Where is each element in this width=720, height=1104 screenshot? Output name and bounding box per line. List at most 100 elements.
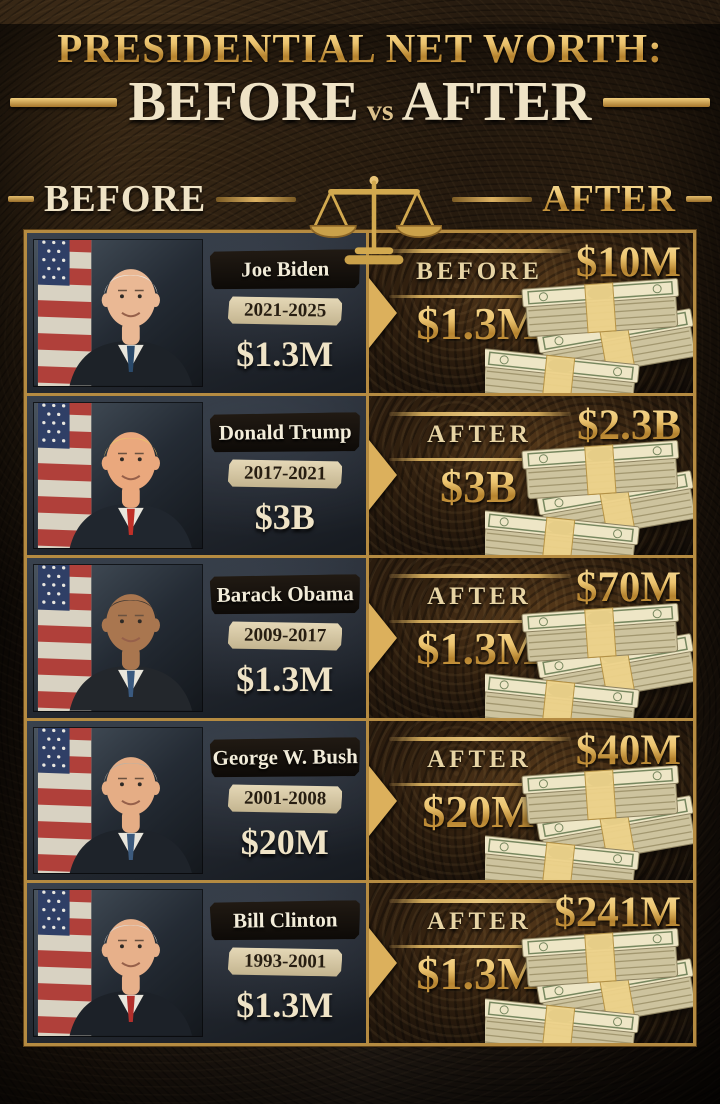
panel-net-worth: $1.3M	[377, 949, 581, 1000]
us-flag-icon	[37, 240, 92, 386]
money-stack-icon	[485, 762, 693, 880]
president-portrait	[34, 727, 202, 874]
net-worth-before: $1.3M	[236, 659, 334, 700]
panel-rule-bottom	[388, 782, 561, 786]
name-plate: Barack Obama	[209, 575, 360, 616]
panel-label: AFTER	[427, 745, 532, 773]
before-cell: Barack Obama 2009-2017 $1.3M	[27, 558, 369, 718]
title-after: AFTER	[401, 71, 592, 133]
table-row: Bill Clinton 1993-2001 $1.3M AFTER $1.3M…	[27, 880, 693, 1043]
arrow-right-icon	[368, 760, 397, 841]
money-stack-icon	[485, 275, 693, 393]
president-portrait	[34, 240, 202, 386]
column-header-before: BEFORE	[44, 178, 207, 220]
arrow-right-icon	[368, 435, 397, 516]
name-plate: Donald Trump	[209, 412, 360, 453]
president-info: Barack Obama 2009-2017 $1.3M	[211, 565, 359, 711]
panel-label: AFTER	[427, 908, 532, 936]
title-before: BEFORE	[128, 71, 359, 133]
after-cell: AFTER $3B $2.3B	[368, 395, 693, 556]
table-row: Joe Biden 2021-2025 $1.3M BEFORE $1.3M $…	[27, 233, 693, 393]
before-cell: Bill Clinton 1993-2001 $1.3M	[27, 883, 369, 1043]
arrow-right-icon	[368, 597, 397, 678]
president-info: Joe Biden 2021-2025 $1.3M	[211, 240, 359, 386]
term-years: 2009-2017	[227, 622, 342, 651]
title-vs: vs	[366, 94, 394, 127]
after-cell: AFTER $1.3M $70M	[368, 558, 693, 718]
name-plate: George W. Bush	[209, 737, 360, 778]
panel-rule-bottom	[388, 457, 561, 461]
page-title: PRESIDENTIAL NET WORTH:	[0, 24, 720, 72]
net-worth-after: $40M	[575, 726, 681, 774]
net-worth-after: $70M	[575, 564, 681, 612]
after-cell: AFTER $1.3M $241M	[368, 883, 693, 1043]
president-portrait	[34, 890, 202, 1036]
panel-rule-top	[388, 899, 571, 904]
header-dash-left	[8, 196, 34, 202]
term-years: 2021-2025	[227, 297, 342, 326]
panel-rule-top	[388, 574, 571, 579]
panel-rule-bottom	[388, 295, 561, 298]
us-flag-icon	[37, 565, 92, 711]
panel-rule-top	[388, 411, 571, 416]
net-worth-before: $1.3M	[236, 334, 334, 375]
column-header-after: AFTER	[542, 178, 677, 220]
president-portrait	[34, 565, 202, 711]
title-bar-left	[10, 97, 117, 107]
before-cell: George W. Bush 2001-2008 $20M	[27, 720, 369, 881]
panel-net-worth: $3B	[377, 461, 581, 513]
header-dash-right	[686, 196, 713, 202]
president-info: Donald Trump 2017-2021 $3B	[211, 403, 359, 549]
header-rule-right	[452, 196, 533, 202]
title-bar-right	[603, 97, 710, 107]
us-flag-icon	[37, 890, 92, 1036]
president-name: George W. Bush	[211, 744, 358, 770]
panel-label: AFTER	[427, 420, 532, 448]
panel-rule-top	[388, 249, 571, 253]
scales-of-justice-icon	[306, 169, 442, 269]
us-flag-icon	[37, 402, 92, 549]
header-rule-left	[216, 196, 297, 202]
table-row: Barack Obama 2009-2017 $1.3M AFTER $1.3M…	[27, 555, 693, 718]
column-header: BEFORE AFTER	[0, 170, 720, 228]
panel-net-worth: $1.3M	[377, 624, 581, 675]
president-name: Donald Trump	[218, 419, 352, 445]
money-stack-icon	[485, 925, 693, 1043]
table-row: Donald Trump 2017-2021 $3B AFTER $3B $2.…	[27, 392, 693, 556]
president-name: Bill Clinton	[232, 907, 338, 933]
net-worth-before: $1.3M	[236, 984, 334, 1025]
net-worth-after: $10M	[575, 239, 681, 286]
panel-label: BEFORE	[416, 258, 543, 285]
panel-net-worth: $20M	[377, 786, 581, 838]
table-row: George W. Bush 2001-2008 $20M AFTER $20M…	[27, 717, 693, 881]
money-stack-icon	[485, 600, 693, 718]
president-name: Barack Obama	[216, 581, 354, 608]
panel-label: AFTER	[427, 583, 532, 611]
before-cell: Joe Biden 2021-2025 $1.3M	[27, 233, 369, 393]
title-line2: BEFORE vs AFTER	[0, 74, 720, 130]
net-worth-after: $2.3B	[577, 401, 681, 449]
comparison-table: Joe Biden 2021-2025 $1.3M BEFORE $1.3M $…	[24, 230, 696, 1046]
us-flag-icon	[37, 727, 92, 874]
panel-rule-bottom	[388, 620, 561, 624]
after-cell: AFTER $20M $40M	[368, 720, 693, 881]
net-worth-before: $3B	[254, 496, 315, 537]
title-before-vs-after: BEFORE vs AFTER	[129, 74, 592, 130]
net-worth-before: $20M	[240, 822, 329, 863]
panel-rule-top	[388, 736, 571, 741]
before-cell: Donald Trump 2017-2021 $3B	[27, 395, 369, 556]
term-years: 2017-2021	[227, 459, 342, 488]
arrow-right-icon	[368, 923, 397, 1004]
panel-net-worth: $1.3M	[377, 298, 581, 350]
after-cell: BEFORE $1.3M $10M	[368, 233, 693, 393]
money-stack-icon	[485, 437, 693, 555]
president-portrait	[34, 402, 202, 549]
president-info: Bill Clinton 1993-2001 $1.3M	[211, 890, 359, 1036]
panel-rule-bottom	[388, 945, 561, 949]
arrow-right-icon	[368, 272, 397, 353]
term-years: 1993-2001	[227, 947, 342, 976]
name-plate: Bill Clinton	[209, 900, 360, 941]
term-years: 2001-2008	[227, 784, 342, 813]
president-info: George W. Bush 2001-2008 $20M	[211, 728, 359, 874]
net-worth-after: $241M	[554, 889, 681, 937]
